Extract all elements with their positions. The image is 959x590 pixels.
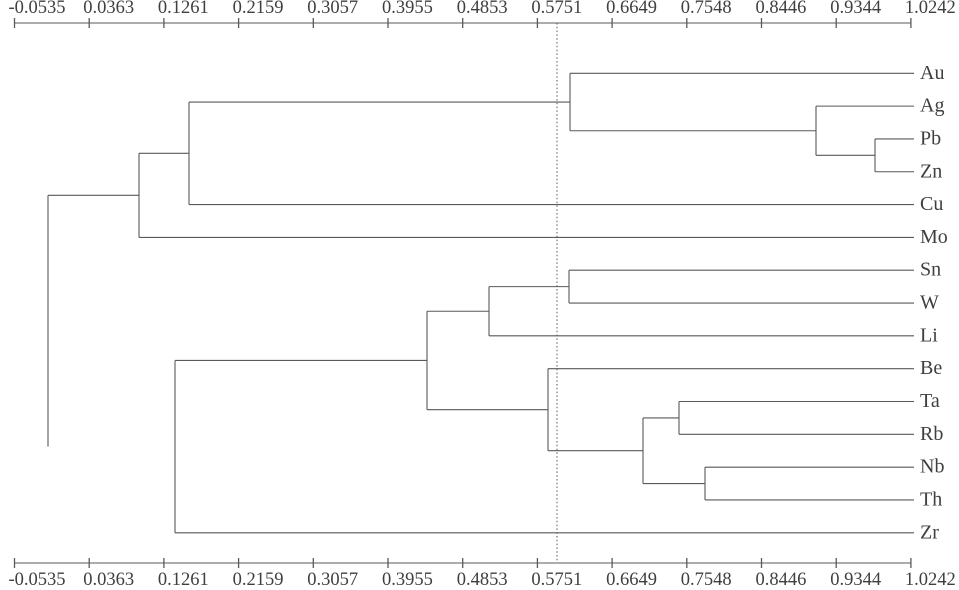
svg-text:-0.0535: -0.0535 <box>9 0 66 18</box>
svg-text:0.8446: 0.8446 <box>756 570 807 590</box>
svg-text:0.9344: 0.9344 <box>830 570 881 590</box>
svg-text:0.1261: 0.1261 <box>158 570 209 590</box>
svg-text:-0.0535: -0.0535 <box>9 570 66 590</box>
svg-text:0.6649: 0.6649 <box>606 570 657 590</box>
svg-text:0.7548: 0.7548 <box>681 0 732 18</box>
svg-text:Mo: Mo <box>920 226 948 248</box>
svg-text:0.6649: 0.6649 <box>606 0 657 18</box>
svg-text:1.0242: 1.0242 <box>905 0 956 18</box>
svg-text:0.3057: 0.3057 <box>307 570 358 590</box>
svg-text:0.9344: 0.9344 <box>830 0 881 18</box>
svg-text:Sn: Sn <box>920 259 941 281</box>
svg-text:Li: Li <box>920 324 938 346</box>
svg-text:0.1261: 0.1261 <box>158 0 209 18</box>
svg-text:0.0363: 0.0363 <box>83 570 134 590</box>
svg-text:W: W <box>920 292 939 314</box>
svg-text:0.7548: 0.7548 <box>681 570 732 590</box>
svg-text:Rb: Rb <box>920 423 943 445</box>
svg-text:1.0242: 1.0242 <box>905 570 956 590</box>
svg-text:0.3057: 0.3057 <box>307 0 358 18</box>
svg-text:0.5751: 0.5751 <box>531 0 582 18</box>
svg-text:0.2159: 0.2159 <box>233 570 284 590</box>
svg-text:0.3955: 0.3955 <box>382 0 433 18</box>
svg-text:0.4853: 0.4853 <box>457 570 508 590</box>
svg-text:0.8446: 0.8446 <box>756 0 807 18</box>
svg-text:Zr: Zr <box>920 521 939 543</box>
svg-text:0.5751: 0.5751 <box>531 570 582 590</box>
svg-text:Ag: Ag <box>920 95 944 117</box>
svg-text:0.3955: 0.3955 <box>382 570 433 590</box>
svg-text:0.0363: 0.0363 <box>83 0 134 18</box>
svg-text:0.2159: 0.2159 <box>233 0 284 18</box>
svg-text:Pb: Pb <box>920 127 941 149</box>
svg-text:Nb: Nb <box>920 456 944 478</box>
svg-text:Ta: Ta <box>920 390 940 412</box>
svg-text:Th: Th <box>920 488 942 510</box>
svg-text:0.4853: 0.4853 <box>457 0 508 18</box>
svg-text:Be: Be <box>920 357 942 379</box>
svg-text:Cu: Cu <box>920 193 943 215</box>
svg-text:Au: Au <box>920 62 944 84</box>
svg-text:Zn: Zn <box>920 160 942 182</box>
